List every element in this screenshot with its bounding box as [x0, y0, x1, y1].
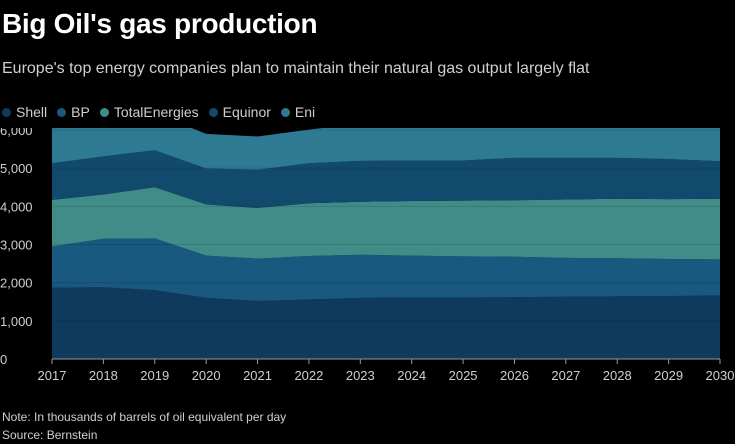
chart-note: Note: In thousands of barrels of oil equ…	[2, 410, 287, 424]
chart-subtitle: Europe's top energy companies plan to ma…	[2, 60, 590, 77]
legend-label-bp: BP	[71, 104, 90, 120]
x-tick-label: 2018	[89, 368, 118, 383]
area-shell	[52, 287, 720, 359]
y-tick-label: 3,000	[0, 238, 33, 253]
x-tick-label: 2024	[397, 368, 426, 383]
area-bp	[52, 238, 720, 301]
legend-item-eni: Eni	[280, 104, 316, 120]
legend-label-shell: Shell	[16, 104, 48, 120]
chart-legend: Shell BP TotalEnergies Equinor Eni	[2, 104, 315, 120]
x-tick-label: 2017	[38, 368, 67, 383]
legend-item-equinor: Equinor	[208, 104, 271, 120]
y-tick-label: 6,000	[0, 128, 33, 138]
x-tick-label: 2019	[140, 368, 169, 383]
legend-label-totalenergies: TotalEnergies	[113, 104, 199, 120]
legend-item-bp: BP	[57, 104, 90, 120]
y-tick-label: 1,000	[0, 314, 33, 329]
x-tick-label: 2020	[192, 368, 221, 383]
legend-swatch-equinor	[208, 107, 218, 117]
x-tick-label: 2026	[500, 368, 529, 383]
x-tick-label: 2021	[243, 368, 272, 383]
x-tick-label: 2025	[449, 368, 478, 383]
legend-swatch-shell	[2, 107, 11, 117]
legend-swatch-bp	[57, 107, 67, 117]
stacked-area-chart: 0 1,000 2,000 3,000 4,000 5,000 6,000 2017 2018 2…	[0, 128, 735, 383]
area-eni	[52, 128, 720, 170]
area-equinor	[52, 150, 720, 208]
legend-item-totalenergies: TotalEnergies	[99, 104, 199, 120]
chart-source: Source: Bernstein	[2, 428, 98, 442]
y-tick-label: 4,000	[0, 199, 33, 214]
y-tick-label: 0	[0, 352, 7, 367]
area-totalenergies	[52, 187, 720, 260]
legend-label-eni: Eni	[294, 104, 316, 120]
chart-title: Big Oil's gas production	[2, 8, 318, 39]
x-tick-label: 2022	[294, 368, 323, 383]
x-tick-label: 2029	[654, 368, 683, 383]
y-tick-label: 2,000	[0, 276, 33, 291]
x-tick-label: 2030	[706, 368, 735, 383]
legend-item-shell: Shell	[2, 104, 47, 120]
y-tick-label: 5,000	[0, 161, 33, 176]
x-tick-label: 2027	[551, 368, 580, 383]
legend-swatch-totalenergies	[99, 107, 109, 117]
x-tick-label: 2028	[603, 368, 632, 383]
legend-swatch-eni	[280, 107, 290, 117]
legend-label-equinor: Equinor	[222, 104, 271, 120]
x-tick-label: 2023	[346, 368, 375, 383]
